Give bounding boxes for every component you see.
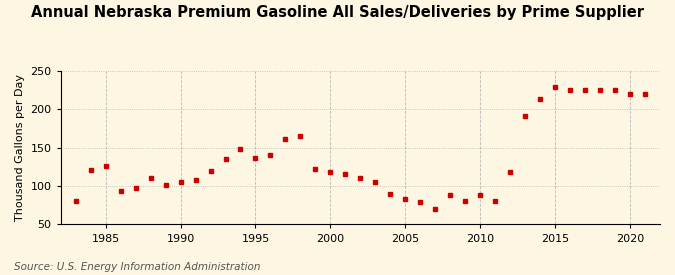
Text: Annual Nebraska Premium Gasoline All Sales/Deliveries by Prime Supplier: Annual Nebraska Premium Gasoline All Sal… — [31, 6, 644, 21]
Text: Source: U.S. Energy Information Administration: Source: U.S. Energy Information Administ… — [14, 262, 260, 272]
Y-axis label: Thousand Gallons per Day: Thousand Gallons per Day — [15, 74, 25, 221]
